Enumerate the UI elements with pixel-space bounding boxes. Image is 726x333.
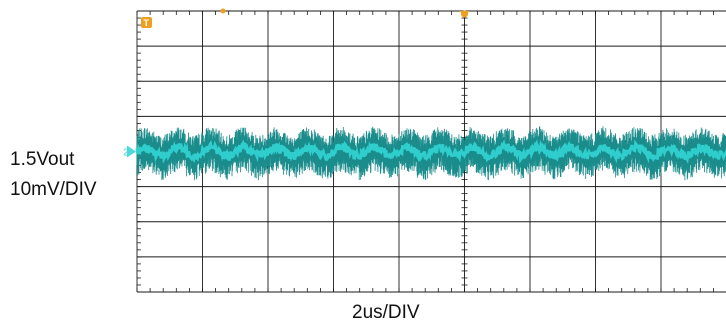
channel-marker-icon [127,145,136,158]
trigger-position-dot [461,10,468,18]
channel-name-label: 1.5Vout [10,149,75,170]
channel-marker-number: 2 [123,148,129,159]
vertical-scale-label: 10mV/DIV [10,179,97,200]
horizontal-scale-label: 2us/DIV [352,302,420,323]
top-marker-dot [220,8,226,14]
trigger-marker-icon [141,17,152,28]
trace-center [135,139,726,164]
trigger-marker-text: T [144,18,150,28]
